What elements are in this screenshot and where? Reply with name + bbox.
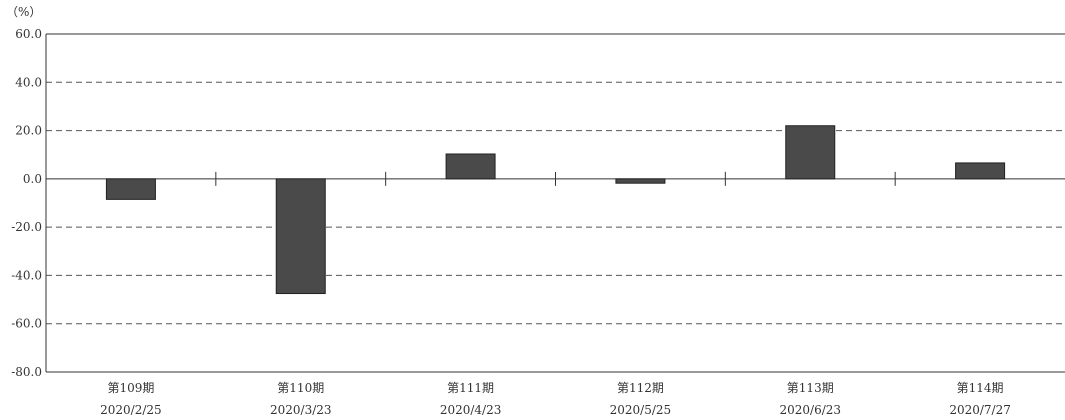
y-tick-label: 40.0: [15, 75, 42, 89]
x-axis-ticks: [215, 171, 896, 186]
gridlines: [46, 81, 1065, 325]
bar: [955, 162, 1006, 180]
y-tick-label: -80.0: [11, 365, 42, 379]
y-tick-label: 20.0: [15, 124, 42, 138]
bar: [275, 178, 326, 295]
x-axis-labels: 第109期 2020/2/25 第110期 2020/3/23 第111期 2020/4/…: [100, 381, 1011, 417]
x-category-period-label: 第109期: [107, 381, 154, 395]
x-category-period-label: 第111期: [447, 381, 494, 395]
x-category-date-label: 2020/4/23: [440, 403, 502, 417]
y-tick-label: -20.0: [11, 220, 42, 234]
x-category-period-label: 第112期: [617, 381, 664, 395]
x-category-date-label: 2020/2/25: [100, 403, 162, 417]
bar: [105, 178, 156, 200]
x-category-date-label: 2020/6/23: [779, 403, 841, 417]
x-category-period-label: 第114期: [957, 381, 1004, 395]
y-unit-label: （%）: [6, 5, 41, 19]
bar: [615, 178, 666, 184]
x-category-period-label: 第113期: [787, 381, 834, 395]
bars: [105, 125, 1006, 295]
x-category-date-label: 2020/7/27: [949, 403, 1011, 417]
bar: [785, 125, 836, 180]
x-category-period-label: 第110期: [277, 381, 324, 395]
y-tick-label: -60.0: [11, 317, 42, 331]
y-tick-label: 60.0: [15, 27, 42, 41]
plot-frame: [45, 33, 1065, 373]
y-tick-label: -40.0: [11, 268, 42, 282]
y-axis-ticks: 60.0 40.0 20.0 0.0 -20.0 -40.0 -60.0 -80.0: [11, 27, 42, 379]
x-category-date-label: 2020/5/25: [610, 403, 672, 417]
x-category-date-label: 2020/3/23: [270, 403, 332, 417]
bar: [445, 153, 496, 180]
y-tick-label: 0.0: [23, 172, 42, 186]
